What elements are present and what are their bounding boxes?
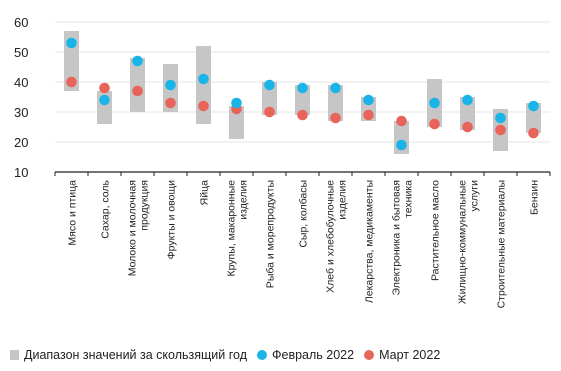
data-point xyxy=(99,94,110,106)
y-tick-label: 60 xyxy=(14,15,28,30)
data-point xyxy=(396,139,407,151)
data-point xyxy=(528,127,539,139)
x-tick-label: изделия xyxy=(337,180,349,220)
data-points xyxy=(66,37,539,151)
x-tick-label: техника xyxy=(403,180,415,218)
legend: Диапазон значений за скользящий год Февр… xyxy=(10,348,450,362)
data-point xyxy=(198,100,209,112)
range-bar xyxy=(460,97,475,130)
range-bar xyxy=(196,46,211,124)
x-tick-label: Молоко и молочная xyxy=(127,180,139,276)
y-tick-label: 50 xyxy=(14,45,28,60)
range-bar xyxy=(526,103,541,133)
x-tick-label: Яйца xyxy=(199,180,211,205)
x-axis: Мясо и птица Сахар, соль Молоко и молочная… xyxy=(54,171,551,308)
x-tick-label: Сахар, соль xyxy=(100,179,112,238)
range-bar xyxy=(262,82,277,115)
data-point xyxy=(396,115,407,127)
data-point xyxy=(462,94,473,106)
legend-item-range: Диапазон значений за скользящий год xyxy=(10,348,247,362)
x-tick-label: Лекарства, медикаменты xyxy=(364,180,376,303)
data-point xyxy=(99,82,110,94)
x-tick-label: Электроника и бытовая xyxy=(391,180,403,295)
x-tick-label: Растительное масло xyxy=(430,180,442,281)
data-point xyxy=(495,112,506,124)
legend-label-mar: Март 2022 xyxy=(379,348,441,362)
data-point xyxy=(297,109,308,121)
data-point xyxy=(495,124,506,136)
x-tick-label: Фрукты и овощи xyxy=(166,180,178,260)
legend-swatch-feb xyxy=(257,350,267,360)
legend-label-feb: Февраль 2022 xyxy=(272,348,355,362)
x-tick-label: изделия xyxy=(238,180,250,220)
data-point xyxy=(132,85,143,97)
data-point xyxy=(198,73,209,85)
data-point xyxy=(429,97,440,109)
x-tick-label: Жилищно-коммунальные xyxy=(457,180,469,304)
y-tick-label: 30 xyxy=(14,105,28,120)
data-point xyxy=(165,79,176,91)
data-point xyxy=(264,79,275,91)
legend-item-mar: Март 2022 xyxy=(364,348,440,362)
data-point xyxy=(165,97,176,109)
range-bar xyxy=(130,58,145,112)
data-point xyxy=(330,82,341,94)
data-point xyxy=(528,100,539,112)
y-tick-label: 40 xyxy=(14,75,28,90)
x-tick-label: Бензин xyxy=(529,180,541,215)
legend-label-range: Диапазон значений за скользящий год xyxy=(24,348,247,362)
x-tick-label: Крупы, макаронные xyxy=(226,180,238,277)
y-tick-label: 20 xyxy=(14,135,28,150)
data-point xyxy=(429,118,440,130)
y-axis: 10 20 30 40 50 60 xyxy=(14,15,28,180)
data-point xyxy=(66,37,77,49)
data-point xyxy=(297,82,308,94)
gridlines xyxy=(55,21,550,143)
data-point xyxy=(462,121,473,133)
data-point xyxy=(66,76,77,88)
y-tick-label: 10 xyxy=(14,165,28,180)
legend-swatch-mar xyxy=(364,350,375,360)
x-tick-label: услуги xyxy=(469,180,481,212)
x-tick-label: Хлеб и хлебобулочные xyxy=(325,180,337,293)
data-point xyxy=(231,97,242,109)
x-tick-label: Сыр, колбасы xyxy=(298,180,310,248)
range-bar xyxy=(229,106,244,139)
data-point xyxy=(132,55,143,67)
legend-swatch-range xyxy=(10,350,19,360)
data-point xyxy=(363,94,374,106)
x-tick-label: продукция xyxy=(139,180,151,231)
range-bar xyxy=(295,85,310,115)
x-tick-label: Мясо и птица xyxy=(67,180,79,246)
range-bar xyxy=(328,85,343,121)
data-point xyxy=(264,106,275,118)
data-point xyxy=(330,112,341,124)
data-point xyxy=(363,109,374,121)
legend-item-feb: Февраль 2022 xyxy=(257,348,354,362)
x-tick-label: Строительные материалы xyxy=(496,180,508,308)
x-tick-label: Рыба и морепродукты xyxy=(265,180,277,288)
